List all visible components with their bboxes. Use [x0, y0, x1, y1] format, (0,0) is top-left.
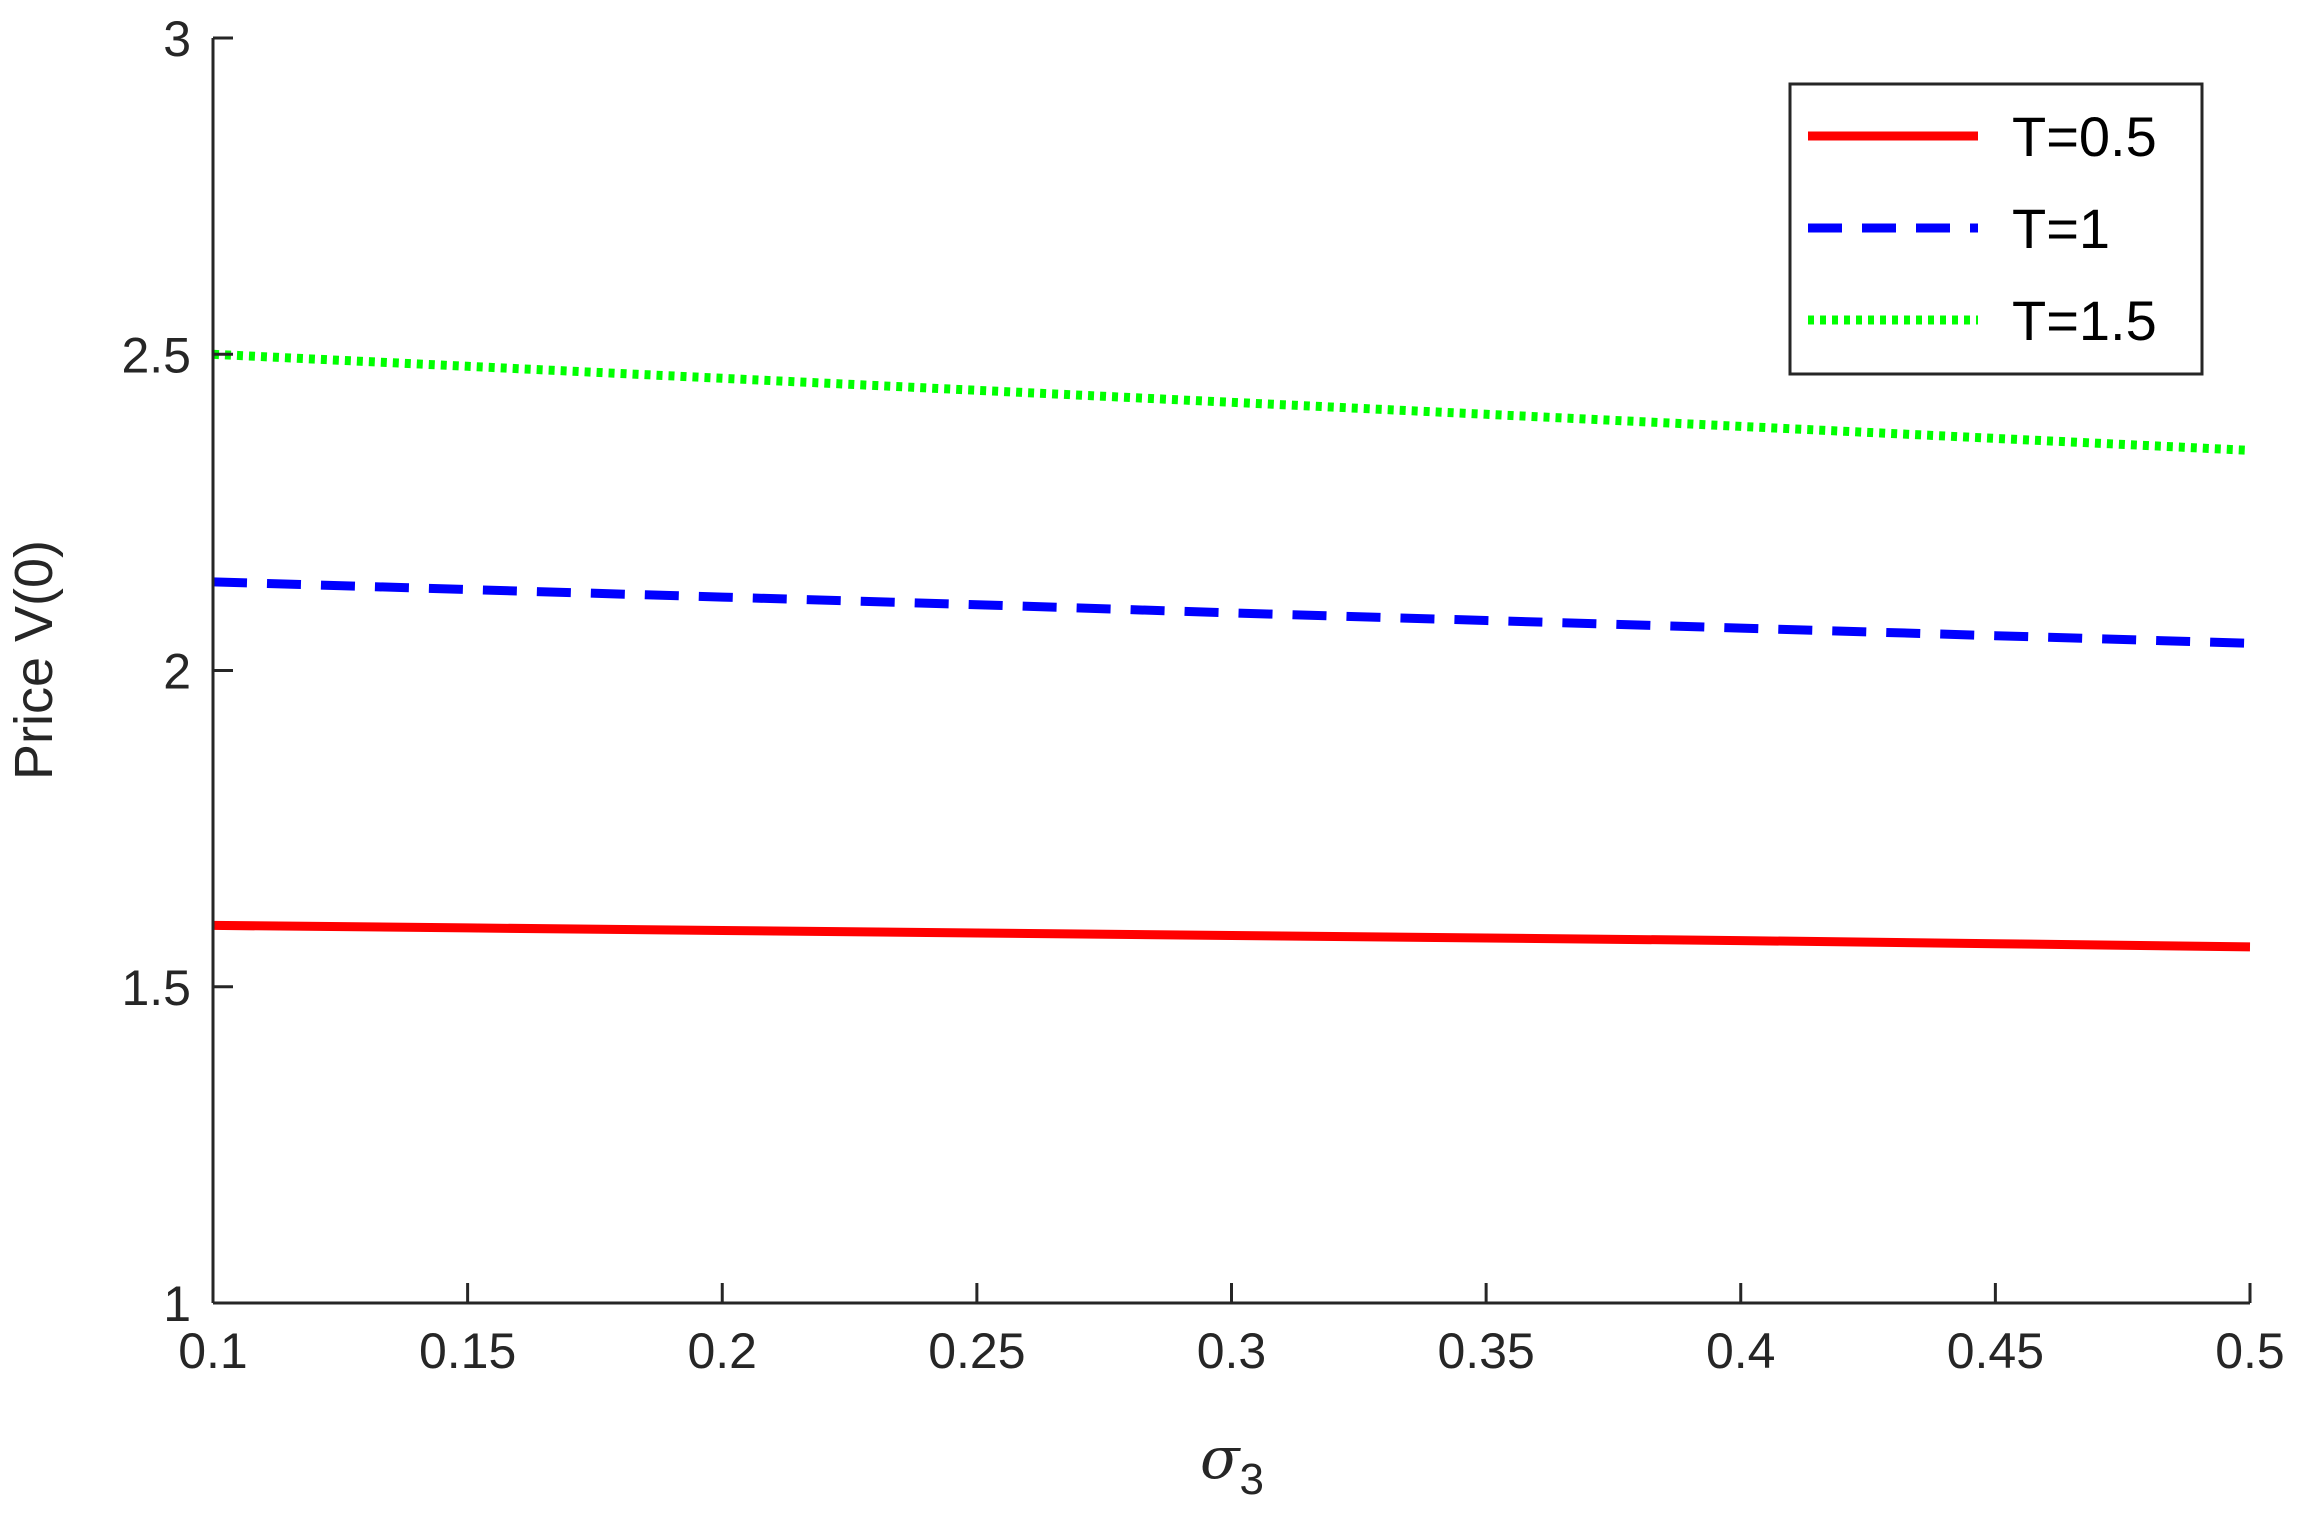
- y-tick-label: 3: [163, 11, 191, 67]
- x-tick-label: 0.4: [1706, 1323, 1776, 1379]
- legend-label-2: T=1: [2012, 197, 2110, 260]
- series-layer: [212, 349, 2251, 952]
- x-tick-label: 0.35: [1437, 1323, 1534, 1379]
- y-axis-label: Price V(0): [4, 540, 64, 780]
- series-line-3: [212, 349, 2251, 455]
- x-tick-label: 0.2: [687, 1323, 757, 1379]
- x-tick-label: 0.5: [2215, 1323, 2285, 1379]
- x-axis-label-subscript: 3: [1240, 1455, 1264, 1504]
- y-tick-label: 1: [163, 1276, 191, 1332]
- x-tick-label: 0.25: [928, 1323, 1025, 1379]
- x-axis-label: σ3: [1200, 1424, 1264, 1504]
- x-tick-label: 0.15: [419, 1323, 516, 1379]
- x-tick-label: 0.3: [1197, 1323, 1267, 1379]
- series-line-1: [212, 920, 2251, 952]
- legend: T=0.5 T=1 T=1.5: [1788, 82, 2204, 376]
- x-tick-label: 0.45: [1947, 1323, 2044, 1379]
- x-axis-label-symbol: σ: [1200, 1424, 1241, 1492]
- y-tick-label: 1.5: [121, 960, 191, 1016]
- ticks: 0.1 0.15 0.2 0.25 0.3 0.35 0.4 0.45 0.5 1 1.5 2 2.5 3: [121, 11, 2284, 1379]
- series-line-2: [212, 577, 2251, 648]
- x-tick-label: 0.1: [178, 1323, 248, 1379]
- y-tick-label: 2: [163, 644, 191, 700]
- legend-label-1: T=0.5: [2012, 105, 2157, 168]
- y-tick-label: 2.5: [121, 327, 191, 383]
- legend-label-3: T=1.5: [2012, 289, 2157, 352]
